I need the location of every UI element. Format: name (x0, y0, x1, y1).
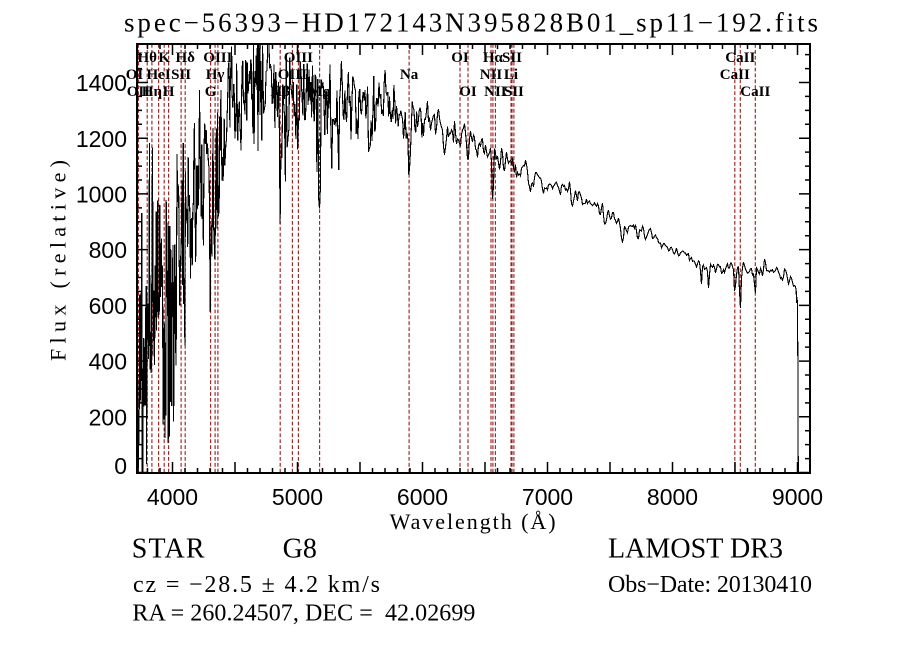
svg-text:4000: 4000 (147, 484, 198, 510)
svg-text:cz = −28.5 ± 4.2 km/s: cz = −28.5 ± 4.2 km/s (133, 572, 380, 598)
svg-text:Li: Li (504, 67, 518, 83)
svg-text:G8: G8 (283, 534, 317, 565)
svg-text:Hγ: Hγ (206, 67, 225, 83)
svg-text:1000: 1000 (76, 182, 127, 208)
svg-text:Hη: Hη (142, 84, 162, 100)
svg-text:K: K (158, 50, 170, 66)
svg-text:400: 400 (89, 349, 127, 375)
svg-text:9000: 9000 (772, 484, 823, 510)
svg-text:6000: 6000 (397, 484, 448, 510)
svg-text:Flux (relative): Flux (relative) (46, 160, 71, 361)
svg-text:8000: 8000 (647, 484, 698, 510)
svg-text:CaII: CaII (720, 67, 750, 83)
svg-text:800: 800 (89, 237, 127, 263)
svg-text:1200: 1200 (76, 126, 127, 152)
svg-text:OII: OII (127, 84, 151, 100)
svg-text:spec−56393−HD172143N395828B01_: spec−56393−HD172143N395828B01_sp11−192.f… (124, 8, 818, 38)
svg-text:OI: OI (126, 67, 144, 83)
svg-text:STAR: STAR (132, 534, 205, 565)
svg-text:OI: OI (459, 84, 477, 100)
svg-text:5000: 5000 (272, 484, 323, 510)
svg-text:OIII: OIII (203, 50, 232, 66)
svg-text:H: H (163, 84, 175, 100)
svg-text:Na: Na (400, 67, 419, 83)
svg-text:LAMOST DR3: LAMOST DR3 (608, 534, 783, 565)
svg-text:RA = 260.24507, DEC = 42.0269: RA = 260.24507, DEC = 42.02699 (132, 601, 475, 627)
svg-text:600: 600 (89, 293, 127, 319)
svg-text:Hα: Hα (483, 50, 504, 66)
svg-text:200: 200 (89, 404, 127, 430)
svg-text:SII: SII (171, 67, 191, 83)
svg-text:CaII: CaII (725, 50, 755, 66)
svg-text:CaII: CaII (740, 84, 770, 100)
svg-text:Hδ: Hδ (175, 50, 195, 66)
svg-text:SII: SII (504, 84, 524, 100)
svg-text:NII: NII (484, 84, 507, 100)
svg-text:OI: OI (451, 50, 469, 66)
svg-text:NII: NII (480, 67, 503, 83)
svg-text:Obs−Date: 20130410: Obs−Date: 20130410 (608, 572, 812, 598)
svg-text:0: 0 (114, 453, 127, 479)
svg-text:7000: 7000 (522, 484, 573, 510)
svg-text:Hθ: Hθ (137, 50, 157, 66)
svg-text:HeI: HeI (147, 67, 171, 83)
svg-text:OIII: OIII (278, 67, 307, 83)
svg-text:SII: SII (502, 50, 522, 66)
svg-text:OIII: OIII (284, 50, 313, 66)
svg-text:1400: 1400 (76, 70, 127, 96)
svg-text:G: G (205, 84, 217, 100)
svg-text:Wavelength (Å): Wavelength (Å) (390, 509, 556, 534)
